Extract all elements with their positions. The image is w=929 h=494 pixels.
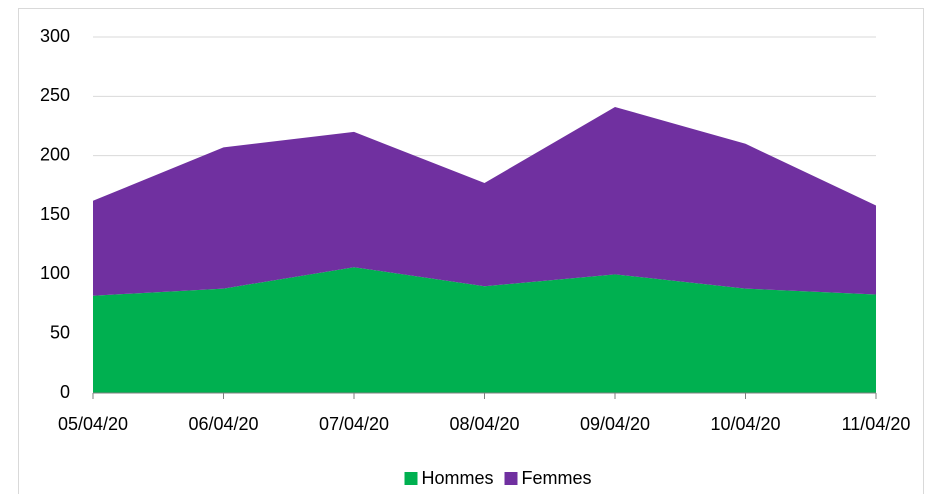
x-tick-label: 10/04/20 — [710, 414, 780, 434]
x-tick-label: 05/04/20 — [58, 414, 128, 434]
x-tick-label: 08/04/20 — [449, 414, 519, 434]
legend-swatch — [504, 472, 518, 485]
area — [93, 107, 876, 296]
y-tick-label: 300 — [40, 26, 70, 46]
x-tick-label: 11/04/20 — [842, 414, 911, 434]
legend-label: Hommes — [422, 468, 494, 488]
legend-label: Femmes — [522, 468, 592, 488]
y-tick-label: 0 — [60, 382, 70, 402]
y-tick-label: 150 — [40, 204, 70, 224]
y-tick-label: 50 — [50, 322, 70, 342]
y-tick-label: 100 — [40, 263, 70, 283]
x-tick-label: 06/04/20 — [188, 414, 258, 434]
y-tick-label: 250 — [40, 85, 70, 105]
x-tick-label: 09/04/20 — [580, 414, 650, 434]
legend-swatch — [404, 472, 418, 485]
y-tick-label: 200 — [40, 144, 70, 164]
area — [93, 267, 876, 393]
x-tick-label: 07/04/20 — [319, 414, 389, 434]
